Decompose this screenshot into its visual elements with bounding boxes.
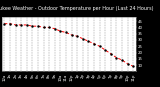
Text: Milwaukee Weather - Outdoor Temperature per Hour (Last 24 Hours): Milwaukee Weather - Outdoor Temperature … [0, 6, 153, 11]
